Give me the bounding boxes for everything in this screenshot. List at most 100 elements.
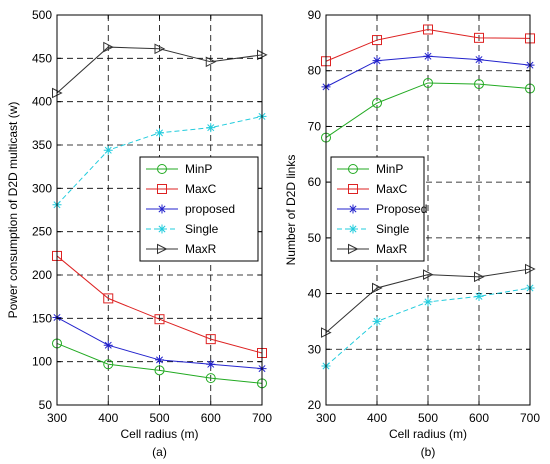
data-point — [154, 365, 165, 376]
series-line — [56, 255, 263, 354]
y-tick-label: 80 — [308, 64, 322, 78]
data-point — [372, 98, 382, 109]
y-tick-label: 50 — [308, 231, 322, 245]
legend: MinP MaxC proposed Single MaxR — [139, 156, 259, 262]
legend-entry: Proposed — [337, 202, 427, 216]
series-line — [325, 28, 531, 62]
data-point — [103, 293, 114, 304]
legend-entry: Single — [337, 222, 410, 236]
data-point — [103, 359, 114, 370]
data-point — [423, 77, 433, 88]
series-line — [325, 268, 531, 333]
data-point — [474, 271, 485, 283]
legend-marker — [348, 184, 358, 194]
data-point — [423, 269, 434, 280]
legend-label: MaxC — [376, 182, 408, 196]
y-axis-label: Number of D2D links — [284, 155, 298, 266]
y-tick-label: 30 — [308, 342, 322, 356]
chart-b: 300 400 500 600 700 20 30 40 50 60 70 80 90 Cell radi… — [284, 8, 540, 459]
legend-label: MaxC — [185, 182, 217, 196]
y-tick-label: 150 — [32, 311, 52, 325]
x-tick-label: 700 — [520, 411, 540, 425]
x-tick-label: 600 — [201, 411, 221, 425]
series-line — [325, 82, 531, 138]
data-point — [372, 35, 382, 46]
y-tick-label: 50 — [39, 398, 53, 412]
data-point — [155, 355, 164, 365]
y-tick-label: 20 — [308, 398, 322, 412]
series-line — [56, 343, 263, 384]
y-axis-label: Power consumption of D2D multicast (w) — [6, 102, 20, 319]
legend: MinP MaxC Proposed Single MaxR — [330, 156, 427, 262]
y-tick-label: 250 — [32, 225, 52, 239]
legend-entry: MaxC — [337, 182, 408, 196]
data-point — [206, 359, 216, 369]
y-tick-label: 90 — [308, 8, 322, 22]
y-tick-label: 70 — [308, 119, 322, 133]
legend-marker — [157, 164, 167, 174]
data-point — [205, 334, 216, 345]
data-point — [423, 24, 433, 35]
x-tick-label: 400 — [98, 411, 118, 425]
legend-marker — [348, 164, 358, 174]
chart-a: 300 400 500 600 700 50 100 150 200 250 300 350 400 45… — [6, 8, 272, 459]
legend-label: MinP — [185, 162, 212, 176]
legend-marker — [157, 243, 168, 255]
data-point — [154, 43, 166, 55]
x-tick-label: 600 — [469, 411, 489, 425]
x-axis-label: Cell radius (m) — [389, 427, 467, 441]
data-point — [206, 123, 216, 133]
data-point — [474, 32, 484, 43]
legend-label: Single — [376, 222, 410, 236]
legend-entry: MinP — [146, 162, 212, 176]
y-tick-label: 500 — [32, 8, 52, 22]
data-point — [372, 282, 383, 294]
legend-marker — [348, 204, 358, 214]
legend-marker — [348, 243, 359, 255]
y-tick-label: 100 — [32, 355, 52, 369]
legend-label: Single — [185, 222, 219, 236]
x-axis-label: Cell radius (m) — [120, 427, 198, 441]
legend-entry: MaxR — [146, 242, 217, 256]
y-tick-label: 300 — [32, 181, 52, 195]
data-point — [205, 373, 216, 384]
y-tick-label: 450 — [32, 51, 52, 65]
data-point — [423, 51, 433, 61]
legend-marker — [157, 224, 167, 234]
data-point — [372, 56, 382, 66]
legend-label: MaxR — [376, 242, 408, 256]
legend-label: proposed — [185, 202, 235, 216]
data-point — [474, 55, 484, 65]
data-point — [103, 41, 114, 53]
legend-entry: Single — [146, 222, 219, 236]
y-tick-label: 350 — [32, 138, 52, 152]
x-tick-label: 500 — [418, 411, 438, 425]
legend-label: MaxR — [185, 242, 217, 256]
x-tick-label: 700 — [252, 411, 272, 425]
y-tick-label: 40 — [308, 287, 322, 301]
y-tick-label: 60 — [308, 175, 322, 189]
legend-label: Proposed — [376, 202, 427, 216]
panel-label: (a) — [152, 445, 167, 459]
data-point — [155, 128, 164, 138]
legend-entry: proposed — [146, 202, 235, 216]
data-point — [423, 297, 433, 307]
x-tick-label: 400 — [367, 411, 387, 425]
panel-label: (b) — [421, 445, 436, 459]
legend-label: MinP — [376, 162, 403, 176]
y-tick-label: 400 — [32, 95, 52, 109]
x-tick-label: 500 — [149, 411, 169, 425]
series-line — [56, 46, 263, 94]
legend-marker — [348, 224, 358, 234]
legend-entry: MaxR — [337, 242, 408, 256]
legend-entry: MaxC — [146, 182, 217, 196]
data-point — [205, 56, 217, 68]
data-point — [372, 316, 382, 326]
data-point — [154, 314, 165, 325]
data-point — [474, 79, 484, 90]
legend-marker — [157, 204, 167, 214]
data-point — [103, 340, 113, 350]
legend-entry: MinP — [337, 162, 403, 176]
y-tick-label: 200 — [32, 268, 52, 282]
